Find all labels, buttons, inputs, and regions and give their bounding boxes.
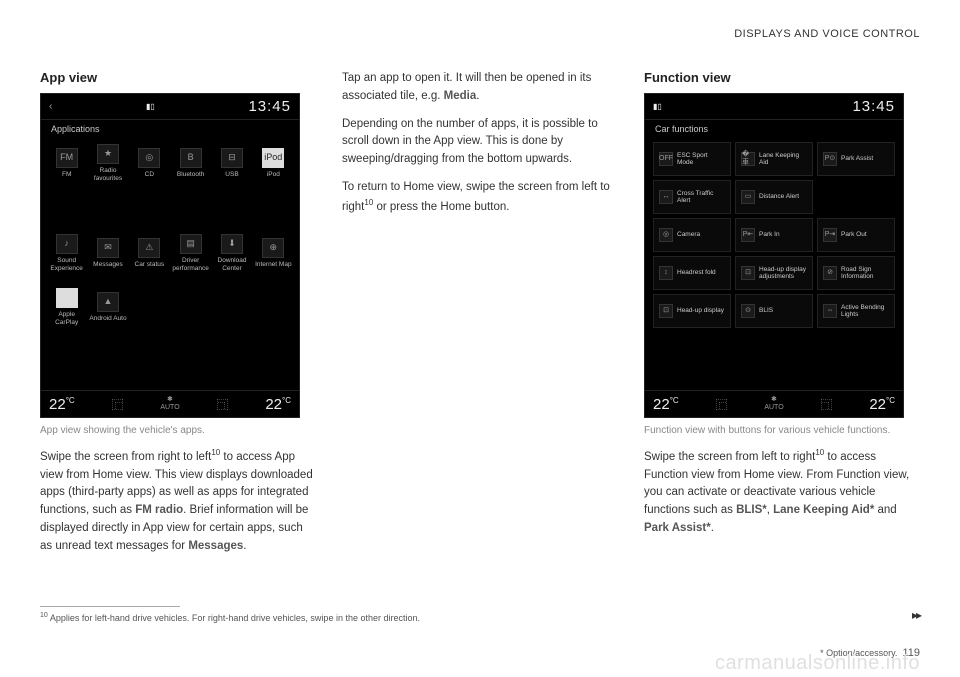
col2-p3: To return to Home view, swipe the screen… <box>342 179 618 216</box>
app-icon: ★Radio favourites <box>88 140 127 186</box>
fan-icon: ✱AUTO <box>764 396 783 411</box>
app-icon: FMFM <box>47 140 86 186</box>
function-button: ⇔Active Bending Lights <box>817 294 895 328</box>
column-2: Tap an app to open it. It will then be o… <box>342 70 618 566</box>
function-button: P⇥Park Out <box>817 218 895 252</box>
temp-left: 22°C <box>653 396 679 413</box>
function-view-screenshot: ▮▯ 13:45 Car functions OFFESC Sport Mode… <box>644 93 904 418</box>
app-icon: ⊕Internet Map <box>254 230 293 276</box>
footnote-separator <box>40 606 180 607</box>
temp-right: 22°C <box>265 396 291 413</box>
content-columns: App view ‹ ▮▯ 13:45 Applications FMFM★Ra… <box>40 70 920 566</box>
climate-bar: 22°C ⿸ ✱AUTO ⿹ 22°C <box>645 390 903 417</box>
signal-icon: ▮▯ <box>146 102 155 111</box>
watermark: carmanualsonline.info <box>715 652 920 675</box>
seat-left-icon: ⿸ <box>713 395 731 413</box>
function-button: ⊡Head-up display <box>653 294 731 328</box>
function-button: ⊡Head-up display adjustments <box>735 256 813 290</box>
function-grid: OFFESC Sport Mode�車Lane Keeping AidP⊙Par… <box>645 136 903 334</box>
function-button: ⊙BLIS <box>735 294 813 328</box>
function-button: ◎Camera <box>653 218 731 252</box>
temp-right: 22°C <box>869 396 895 413</box>
column-3: Function view ▮▯ 13:45 Car functions OFF… <box>644 70 920 566</box>
function-view-heading: Function view <box>644 70 920 85</box>
seat-right-icon: ⿹ <box>213 395 231 413</box>
continuation-arrows-icon: ▸▸ <box>912 608 920 622</box>
function-view-caption: Function view with buttons for various v… <box>644 424 920 437</box>
app-view-caption: App view showing the vehicle's apps. <box>40 424 316 437</box>
clock: 13:45 <box>248 98 291 115</box>
clock: 13:45 <box>852 98 895 115</box>
screen-subtitle: Car functions <box>645 120 903 136</box>
function-view-paragraph: Swipe the screen from left to right10 to… <box>644 447 920 538</box>
function-button: ⊘Road Sign Information <box>817 256 895 290</box>
footnote: 10 Applies for left-hand drive vehicles.… <box>40 611 920 625</box>
col2-p1: Tap an app to open it. It will then be o… <box>342 70 618 106</box>
fan-icon: ✱AUTO <box>160 396 179 411</box>
app-view-screenshot: ‹ ▮▯ 13:45 Applications FMFM★Radio favou… <box>40 93 300 418</box>
app-row-2: ♪Sound Experience✉Messages⚠Car status▤Dr… <box>41 226 299 280</box>
app-icon: ▲Android Auto <box>88 284 127 330</box>
col2-p2: Depending on the number of apps, it is p… <box>342 116 618 169</box>
app-icon: ⬇Download Center <box>212 230 251 276</box>
function-button: �車Lane Keeping Aid <box>735 142 813 176</box>
function-button: ↕Headrest fold <box>653 256 731 290</box>
app-view-heading: App view <box>40 70 316 85</box>
function-button: ↔Cross Traffic Alert <box>653 180 731 214</box>
function-button: P⇤Park In <box>735 218 813 252</box>
temp-left: 22°C <box>49 396 75 413</box>
app-icon: ⊟USB <box>212 140 251 186</box>
column-1: App view ‹ ▮▯ 13:45 Applications FMFM★Ra… <box>40 70 316 566</box>
signal-icon: ▮▯ <box>653 102 662 111</box>
climate-bar: 22°C ⿸ ✱AUTO ⿹ 22°C <box>41 390 299 417</box>
app-icon: iPodiPod <box>254 140 293 186</box>
page-header: DISPLAYS AND VOICE CONTROL <box>40 28 920 40</box>
app-icon: BBluetooth <box>171 140 210 186</box>
function-button: P⊙Park Assist <box>817 142 895 176</box>
app-view-paragraph: Swipe the screen from right to left10 to… <box>40 447 316 556</box>
function-button: ▭Distance Alert <box>735 180 813 214</box>
app-icon: ▤Driver performance <box>171 230 210 276</box>
back-chevron-icon: ‹ <box>49 101 52 112</box>
app-row-1: FMFM★Radio favourites◎CDBBluetooth⊟USBiP… <box>41 136 299 190</box>
app-icon: ✉Messages <box>88 230 127 276</box>
app-row-3: Apple CarPlay▲Android Auto <box>41 280 299 334</box>
screen-subtitle: Applications <box>41 120 299 136</box>
seat-right-icon: ⿹ <box>817 395 835 413</box>
app-icon: ◎CD <box>130 140 169 186</box>
function-button: OFFESC Sport Mode <box>653 142 731 176</box>
app-icon: ♪Sound Experience <box>47 230 86 276</box>
app-icon: Apple CarPlay <box>47 284 86 330</box>
app-icon: ⚠Car status <box>130 230 169 276</box>
seat-left-icon: ⿸ <box>109 395 127 413</box>
